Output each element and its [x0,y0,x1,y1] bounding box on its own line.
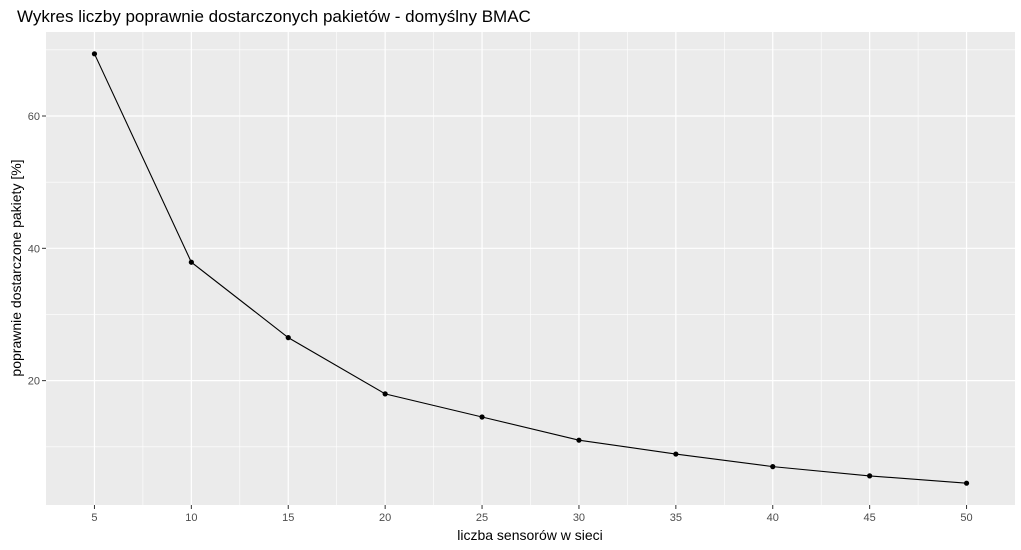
y-tick-label: 40 [28,243,40,255]
chart-title: Wykres liczby poprawnie dostarczonych pa… [17,7,531,26]
data-point [576,437,582,443]
minor-grid-lines [46,32,1015,505]
x-axis: 5 10 15 20 25 30 35 40 45 50 [91,505,973,524]
data-point [285,335,291,341]
y-axis-label: poprawnie dostarczone pakiety [%] [8,159,24,376]
data-point [673,451,679,457]
data-point [770,464,776,470]
data-point [188,259,194,265]
series-line [93,53,967,484]
x-tick-label: 10 [185,512,197,524]
x-axis-label: liczba sensorów w sieci [457,527,603,543]
series-lines [93,53,967,484]
x-tick-label: 15 [282,512,294,524]
data-point [867,473,873,479]
x-tick-label: 25 [476,512,488,524]
major-grid-lines [46,32,1015,505]
data-point [382,391,388,397]
data-points [91,51,970,486]
x-tick-label: 20 [379,512,391,524]
x-tick-label: 45 [864,512,876,524]
x-tick-label: 35 [670,512,682,524]
data-point [91,51,98,57]
y-axis: 20 40 60 [28,111,46,388]
y-tick-label: 60 [28,111,40,123]
x-tick-label: 50 [960,512,972,524]
x-tick-label: 30 [573,512,585,524]
data-point [963,480,970,486]
data-point [479,414,485,420]
x-tick-label: 5 [91,512,97,524]
y-tick-label: 20 [28,376,40,388]
x-tick-label: 40 [767,512,779,524]
